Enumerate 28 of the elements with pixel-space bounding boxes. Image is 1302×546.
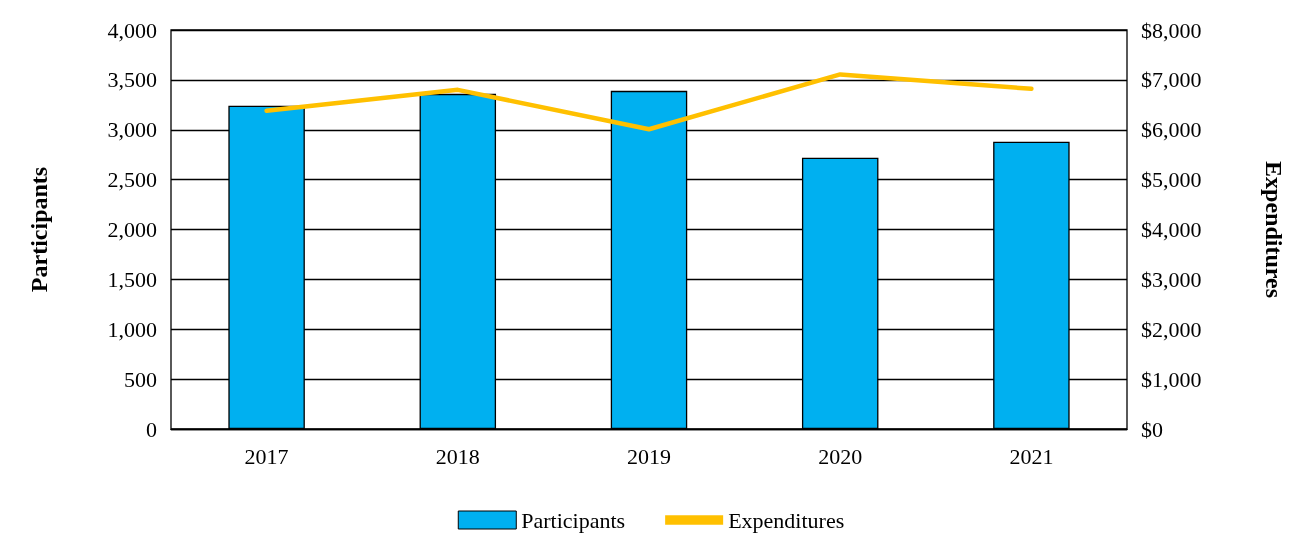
x-tick-label: 2017 [244, 443, 289, 469]
y2-tick-label: $8,000 [1141, 17, 1202, 43]
y2-tick-label: $6,000 [1141, 117, 1202, 143]
x-tick-label: 2021 [1009, 443, 1054, 469]
y-tick-label: 4,000 [107, 17, 157, 43]
y2-tick-label: $3,000 [1141, 266, 1202, 292]
line-series [264, 72, 1034, 132]
y2-tick-label: $4,000 [1141, 217, 1202, 242]
y-tick-label: 1,500 [107, 266, 157, 292]
y-tick-label: 2,000 [107, 217, 157, 242]
y2-tick-label: $2,000 [1141, 316, 1202, 342]
x-tick-label: 2018 [435, 443, 480, 469]
x-tick-label: 2019 [627, 443, 671, 469]
x-tick-label: 2020 [818, 443, 863, 469]
y2-tick-label: $1,000 [1141, 366, 1202, 392]
y-tick-label: 500 [124, 366, 157, 392]
y-tick-label: 3,500 [107, 67, 157, 93]
y2-axis-title: Expenditures [1261, 161, 1287, 298]
legend-label: Expenditures [728, 507, 845, 533]
y-tick-label: 3,000 [107, 117, 157, 143]
y2-tick-label: $5,000 [1141, 167, 1202, 193]
y-tick-label: 1,000 [107, 316, 157, 342]
y-axis-title: Participants [26, 166, 52, 293]
y-tick-label: 2,500 [107, 167, 157, 193]
y2-tick-label: $0 [1141, 416, 1163, 442]
y-tick-label: 0 [146, 416, 157, 442]
legend-label: Participants [521, 507, 626, 533]
y2-tick-label: $7,000 [1141, 67, 1202, 93]
